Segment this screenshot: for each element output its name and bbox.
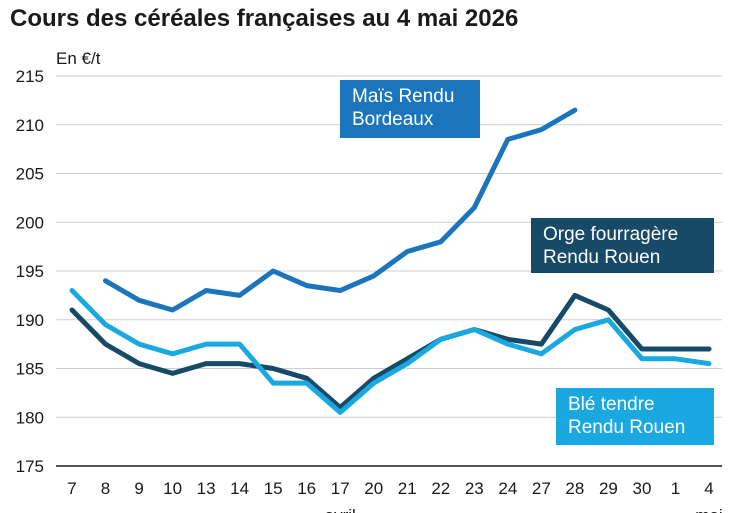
series-label-text: Maïs Rendu <box>352 86 454 107</box>
y-axis-ticks: 175 180 185 190 195 200 205 210 215 <box>16 67 44 476</box>
series-label-background <box>556 388 714 445</box>
chart-title: Cours des céréales françaises au 4 mai 2… <box>10 5 518 32</box>
x-tick-label: 4 <box>704 479 713 498</box>
x-tick-label: 10 <box>163 479 182 498</box>
series-label-text: Bordeaux <box>352 109 434 130</box>
x-tick-label: 21 <box>398 479 417 498</box>
x-tick-label: 16 <box>297 479 316 498</box>
x-tick-label: 14 <box>230 479 249 498</box>
series-lines <box>69 107 712 415</box>
x-tick-label: 29 <box>599 479 618 498</box>
y-tick-label: 205 <box>16 165 44 184</box>
y-tick-label: 185 <box>16 360 44 379</box>
x-tick-label: 15 <box>264 479 283 498</box>
month-labels: avril mai <box>325 506 723 513</box>
y-tick-label: 190 <box>16 311 44 330</box>
y-tick-label: 175 <box>16 457 44 476</box>
x-tick-label: 27 <box>532 479 551 498</box>
x-tick-label: 24 <box>498 479 517 498</box>
series-label-text: Rendu Rouen <box>543 247 660 268</box>
series-label-text: Rendu Rouen <box>568 417 685 438</box>
y-axis-unit-label: En €/t <box>56 49 101 68</box>
series-line-0 <box>103 107 578 313</box>
y-tick-label: 215 <box>16 67 44 86</box>
series-label-text: Blé tendre <box>568 394 655 415</box>
x-tick-label: 20 <box>364 479 383 498</box>
gridlines <box>56 75 722 418</box>
y-tick-label: 195 <box>16 262 44 281</box>
x-tick-label: 1 <box>671 479 680 498</box>
x-tick-label: 22 <box>431 479 450 498</box>
y-tick-label: 210 <box>16 116 44 135</box>
series-label-background <box>340 80 480 138</box>
series-line-1 <box>69 292 712 410</box>
x-tick-label: 28 <box>565 479 584 498</box>
x-tick-label: 17 <box>331 479 350 498</box>
x-tick-label: 7 <box>67 479 76 498</box>
y-tick-label: 200 <box>16 213 44 232</box>
x-tick-label: 30 <box>632 479 651 498</box>
month-label: avril <box>325 506 356 513</box>
x-tick-label: 13 <box>197 479 216 498</box>
y-tick-label: 180 <box>16 408 44 427</box>
x-tick-label: 8 <box>101 479 110 498</box>
x-tick-label: 23 <box>465 479 484 498</box>
series-label-background <box>531 218 714 273</box>
x-axis-ticks: 7 8 9 10 13 14 15 16 17 20 21 22 23 24 27 28 29 30 1 4 <box>67 479 713 498</box>
series-line-2 <box>69 288 712 415</box>
month-label: mai <box>695 506 722 513</box>
series-label-text: Orge fourragère <box>543 224 678 245</box>
x-tick-label: 9 <box>134 479 143 498</box>
